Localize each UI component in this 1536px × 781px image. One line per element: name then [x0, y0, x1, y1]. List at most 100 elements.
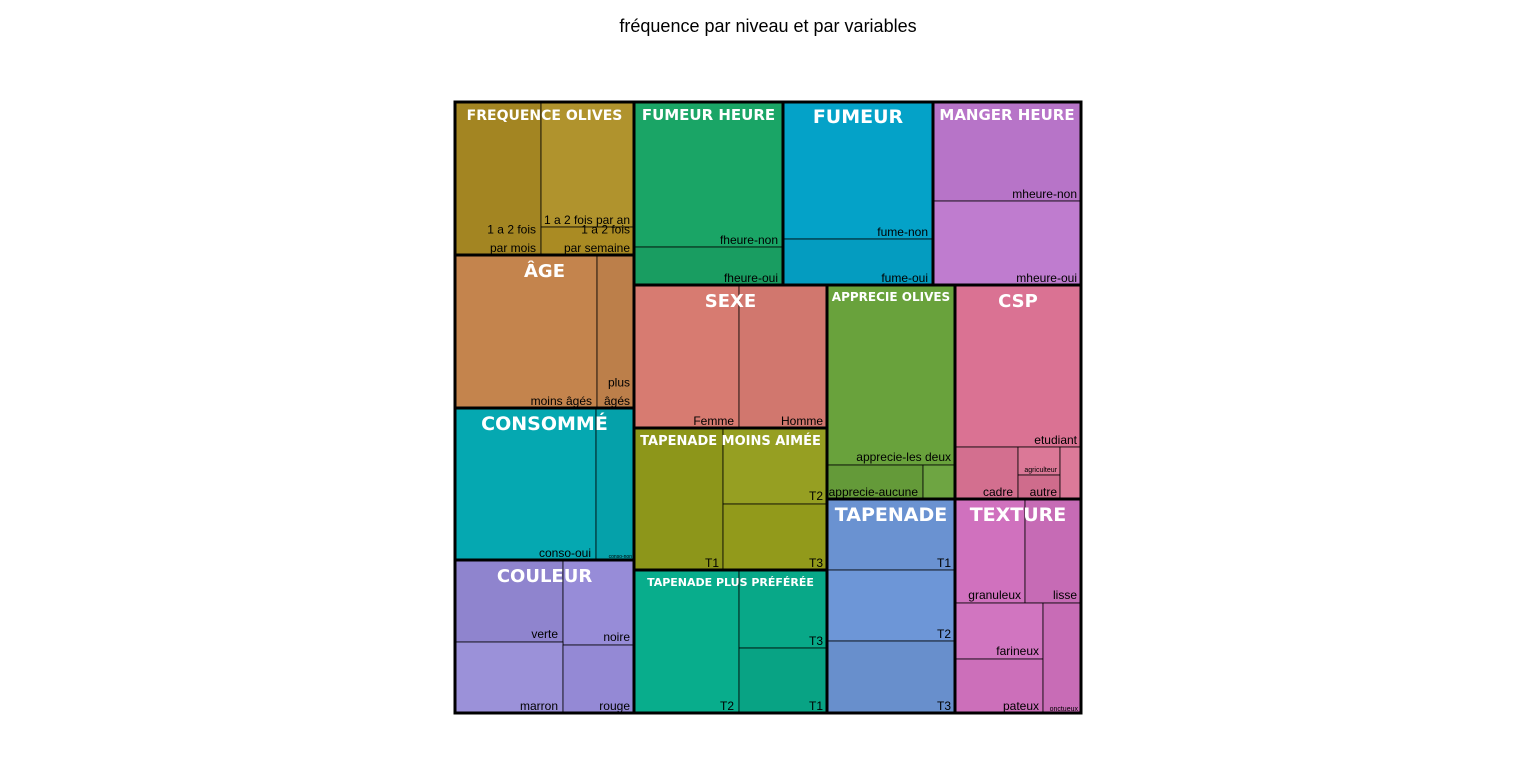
group-title: FUMEUR	[813, 106, 904, 128]
group-manger-heure: mheure-non mheure-oui MANGER HEURE	[931, 100, 1083, 287]
cell-tapenade-moins-aimee-t3	[722, 503, 828, 571]
group-fumeur: fume-non fume-oui FUMEUR	[781, 100, 935, 287]
cell-label: Femme	[693, 414, 734, 428]
cell-label: Homme	[781, 414, 823, 428]
cell-tapenade-t1	[826, 498, 956, 571]
cell-tapenade-plus-preferee-t3	[738, 569, 828, 649]
cell-csp-cadre	[954, 446, 1019, 500]
group-tapenade-moins-aimee: T1 T2 T3 TAPENADE MOINS AIMÉE	[632, 426, 829, 572]
cell-csp-autre	[1017, 474, 1061, 500]
cell-tapenade-plus-preferee-t2	[633, 569, 740, 714]
cell-label: mheure-oui	[1016, 271, 1077, 285]
cell-label: noire	[603, 630, 630, 644]
group-fumeur-heure: fheure-non fheure-oui FUMEUR HEURE	[632, 100, 785, 287]
group-couleur: verte noire marron rouge COULEUR	[453, 558, 636, 715]
cell-apprecie-olives-apprecie-aucune	[826, 464, 924, 500]
cell-label: 1 a 2 fois	[487, 222, 536, 236]
cell-label: farineux	[996, 644, 1039, 658]
group-consomme: conso-oui conso-non CONSOMMÉ	[453, 406, 636, 562]
cell-manger-heure-mheure-oui	[932, 200, 1082, 286]
group-title: TAPENADE MOINS AIMÉE	[640, 433, 821, 449]
cell-texture-pateux	[954, 658, 1044, 714]
group-title: CONSOMMÉ	[481, 412, 608, 435]
cell-label: onctueux	[1050, 706, 1079, 713]
cell-texture-granuleux	[954, 498, 1026, 604]
cell-sexe-homme	[738, 284, 828, 429]
cell-age-plus-ages	[596, 254, 635, 409]
cell-label: T2	[937, 627, 951, 641]
cell-couleur-rouge	[562, 644, 635, 714]
cell-label: apprecie-aucune	[829, 485, 919, 499]
group-border	[953, 497, 1083, 715]
cell-apprecie-olives-apprecie-les-deux	[826, 284, 956, 466]
group-apprecie-olives: apprecie-les deux apprecie-aucune APPRECIE…	[825, 283, 957, 501]
cell-tapenade-plus-preferee-t1	[738, 647, 828, 714]
group-title: FUMEUR HEURE	[642, 106, 775, 124]
cell-tapenade-moins-aimee-t2	[722, 427, 828, 505]
cell-label: marron	[520, 699, 558, 713]
cell-couleur-marron	[454, 641, 564, 714]
cell-label: T2	[720, 699, 734, 713]
cell-age-moins-ages	[454, 254, 598, 409]
group-title: FREQUENCE OLIVES	[467, 108, 623, 124]
cell-label: T3	[937, 699, 951, 713]
cell-label: 1 a 2 fois par an	[544, 213, 630, 227]
group-title: MANGER HEURE	[939, 106, 1074, 124]
group-title: TAPENADE	[835, 504, 947, 526]
cell-label: T1	[937, 556, 951, 570]
group-title: APPRECIE OLIVES	[832, 290, 950, 304]
cell-label: T1	[705, 556, 719, 570]
cell-csp-etudiant	[954, 284, 1082, 448]
group-title: ÂGE	[524, 260, 565, 282]
group-title: CSP	[998, 291, 1038, 312]
cell-label: granuleux	[968, 588, 1021, 602]
cell-label: agriculteur	[1024, 467, 1057, 474]
chart-title: fréquence par niveau et par variables	[619, 16, 917, 36]
cell-label: âgés	[604, 394, 630, 408]
cell-label: verte	[531, 627, 558, 641]
cell-fumeur-fume-oui	[782, 238, 934, 286]
cell-label: pateux	[1003, 699, 1039, 713]
group-csp: etudiant cadre agriculteur autre CSP	[953, 283, 1083, 501]
cell-label: T3	[809, 634, 823, 648]
cell-label: cadre	[983, 485, 1013, 499]
group-age: moins âgés plus âgés ÂGE	[453, 253, 636, 410]
cell-fumeur-fume-non	[782, 101, 934, 240]
cell-label: T2	[809, 489, 823, 503]
cell-consomme-conso-non	[595, 407, 635, 561]
cell-label: par semaine	[564, 241, 630, 255]
cell-texture-farineux	[954, 602, 1044, 660]
cell-label: fume-oui	[881, 271, 928, 285]
group-title: SEXE	[705, 291, 756, 312]
cell-label: moins âgés	[531, 394, 592, 408]
cell-tapenade-t2	[826, 569, 956, 642]
cell-tapenade-t3	[826, 640, 956, 714]
cell-label: conso-oui	[539, 546, 591, 560]
cell-label: mheure-non	[1012, 187, 1077, 201]
cell-consomme-conso-oui	[454, 407, 597, 561]
group-title: TAPENADE PLUS PRÉFÉRÉE	[647, 576, 814, 589]
cell-label: rouge	[599, 699, 630, 713]
cell-couleur-noire	[562, 559, 635, 646]
group-tapenade: T1 T2 T3 TAPENADE	[825, 497, 957, 715]
group-texture: granuleux lisse farineux pateux onctueux TEXT…	[953, 497, 1083, 715]
cell-texture-onctueux	[1042, 602, 1082, 714]
cell-label: 1 a 2 fois	[581, 222, 630, 236]
cell-label: etudiant	[1034, 433, 1077, 447]
cell-label: fume-non	[877, 225, 928, 239]
cell-label: conso-non	[609, 554, 633, 560]
cell-tapenade-moins-aimee-t1	[633, 427, 724, 571]
cell-label: autre	[1030, 485, 1058, 499]
group-sexe: Femme Homme SEXE	[632, 283, 829, 430]
cell-csp-agriculteur	[1017, 446, 1061, 476]
cell-csp-unlabeled	[1059, 446, 1082, 500]
cell-label: par mois	[490, 241, 536, 255]
cell-label: fheure-oui	[724, 271, 778, 285]
cell-label: fheure-non	[720, 233, 778, 247]
cell-apprecie-olives-unlabeled	[922, 464, 956, 500]
group-border	[632, 568, 829, 715]
cell-label: apprecie-les deux	[856, 450, 951, 464]
cell-texture-lisse	[1024, 498, 1082, 604]
